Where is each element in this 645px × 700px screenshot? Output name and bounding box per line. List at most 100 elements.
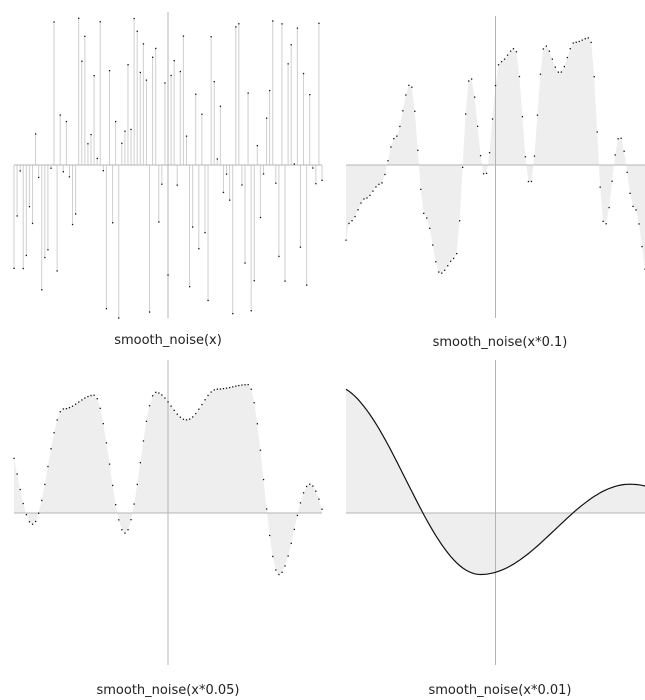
data-point: [629, 192, 631, 194]
data-point: [219, 105, 222, 107]
data-point: [626, 171, 628, 173]
data-point: [195, 93, 197, 95]
data-point: [136, 483, 138, 486]
data-point: [148, 405, 151, 407]
data-point: [25, 514, 27, 516]
data-point: [515, 51, 518, 53]
data-point: [321, 179, 323, 181]
chart-title-2: smooth_noise(x*0.1): [433, 335, 568, 350]
data-point: [272, 20, 274, 22]
data-point: [250, 310, 252, 312]
data-point: [247, 384, 249, 386]
data-point: [605, 223, 607, 225]
data-point: [296, 27, 299, 29]
series-group: [345, 360, 645, 665]
data-point: [432, 244, 434, 246]
data-point: [173, 409, 175, 411]
data-point: [429, 227, 431, 229]
data-point: [575, 41, 577, 43]
data-point: [47, 465, 49, 468]
data-point: [207, 299, 209, 302]
data-point: [290, 44, 292, 46]
data-point: [167, 401, 169, 403]
data-point: [572, 42, 574, 44]
data-point: [99, 21, 101, 23]
data-point: [201, 113, 203, 115]
data-point: [494, 84, 497, 87]
data-point: [108, 70, 111, 72]
data-point: [497, 64, 500, 66]
series-group: [13, 360, 323, 665]
data-point: [533, 155, 536, 157]
data-point: [509, 50, 512, 52]
data-point: [590, 41, 592, 44]
data-point: [281, 23, 283, 25]
data-point: [408, 84, 410, 86]
data-point: [121, 529, 123, 531]
data-point: [130, 128, 132, 131]
data-point: [133, 17, 135, 20]
data-point: [293, 528, 295, 531]
data-point: [405, 94, 407, 96]
data-point: [102, 423, 104, 425]
data-point: [115, 504, 117, 506]
data-point: [56, 419, 58, 421]
data-point: [35, 520, 37, 523]
data-point: [145, 79, 148, 81]
data-point: [315, 490, 317, 492]
data-point: [31, 222, 34, 225]
data-point: [115, 120, 117, 123]
data-point: [105, 308, 108, 310]
data-point: [623, 150, 625, 152]
data-point: [195, 412, 197, 415]
data-point: [318, 498, 320, 500]
data-point: [87, 395, 89, 398]
data-point: [124, 532, 126, 534]
data-point: [302, 72, 305, 75]
data-point: [213, 81, 215, 83]
data-point: [130, 519, 132, 521]
data-point: [176, 413, 178, 415]
data-point: [369, 194, 371, 197]
data-point: [44, 483, 46, 486]
data-point: [275, 569, 277, 571]
data-point: [198, 408, 200, 410]
data-point: [536, 114, 539, 116]
data-point: [16, 215, 18, 217]
data-point: [71, 405, 74, 407]
data-point: [569, 48, 571, 50]
data-point: [207, 394, 209, 397]
data-point: [262, 478, 265, 481]
data-point: [366, 197, 368, 199]
data-point: [96, 157, 98, 160]
data-point: [53, 432, 55, 434]
data-point: [548, 50, 550, 52]
data-point: [278, 255, 280, 258]
data-point: [272, 555, 274, 558]
data-point: [614, 154, 616, 156]
data-point: [124, 130, 126, 132]
data-point: [638, 223, 640, 225]
data-point: [225, 387, 228, 389]
data-point: [584, 38, 586, 40]
data-point: [102, 170, 104, 172]
data-point: [121, 142, 123, 144]
data-point: [554, 66, 556, 68]
data-point: [90, 394, 92, 397]
data-point: [372, 190, 374, 192]
data-point: [68, 407, 71, 409]
data-point: [485, 172, 488, 174]
data-point: [210, 391, 212, 393]
data-point: [393, 138, 395, 140]
data-point: [357, 209, 359, 211]
data-point: [241, 384, 243, 386]
data-point: [99, 407, 101, 409]
data-point: [75, 403, 77, 405]
data-point: [602, 220, 604, 222]
data-point: [16, 473, 18, 475]
data-point: [256, 423, 258, 425]
data-point: [219, 388, 222, 390]
data-point: [127, 529, 129, 531]
series-group: [345, 16, 645, 318]
